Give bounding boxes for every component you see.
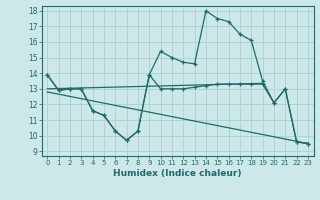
X-axis label: Humidex (Indice chaleur): Humidex (Indice chaleur): [113, 169, 242, 178]
